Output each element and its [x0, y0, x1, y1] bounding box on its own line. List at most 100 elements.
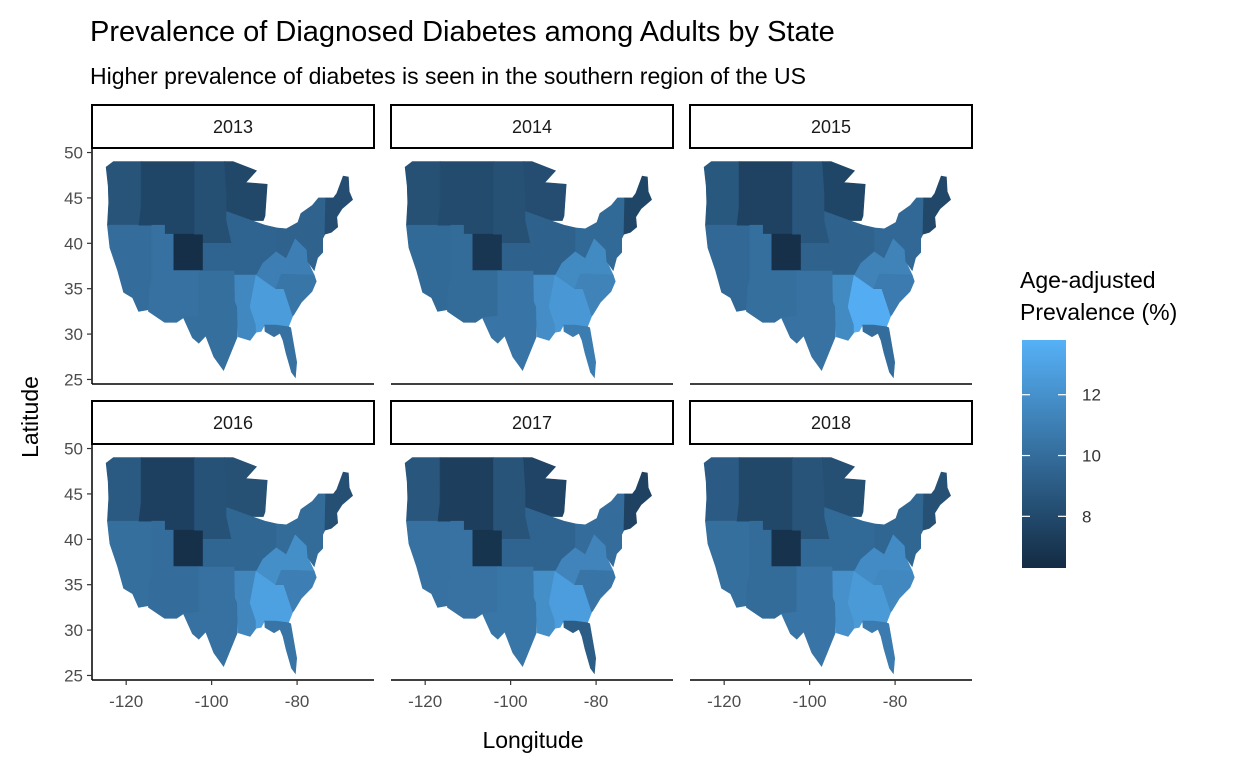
- y-tick-label: 25: [64, 666, 83, 685]
- facet-strip-2014: [390, 104, 674, 149]
- region-mid-atlantic-2014: Mid-Atlantic: 9.8: [575, 197, 626, 272]
- facet-label-2016: 2016: [213, 413, 253, 433]
- map-2018: Pacific Northwest: 9California/Nevada: 1…: [703, 457, 951, 675]
- region-mountain-north-2017: Mountain North: 7.4: [437, 457, 494, 531]
- region-colorado-2017: Colorado: 6.8: [471, 529, 503, 567]
- y-tick-label: 30: [64, 621, 83, 640]
- facet-panel-2015: 2015 Pacific Northwest: 8.8California/Nev…: [689, 104, 973, 385]
- region-pacific-northwest-2016: Pacific Northwest: 8.9: [105, 457, 142, 522]
- region-mid-atlantic-2018: Mid-Atlantic: 9.6: [874, 493, 925, 568]
- region-colorado-2018: Colorado: 6.7: [770, 529, 802, 567]
- region-new-england-2016: New England: 8.3: [324, 471, 353, 531]
- region-california-nevada-2014: California/Nevada: 9.8: [406, 224, 452, 312]
- region-southeast-coast-2013: Southeast Coast: 10.5: [275, 273, 317, 317]
- region-mid-atlantic-2016: Mid-Atlantic: 9.9: [276, 493, 327, 568]
- y-tick-label: 35: [64, 576, 83, 595]
- region-mid-atlantic-2017: Mid-Atlantic: 10: [575, 493, 626, 568]
- region-southeast-coast-2017: Southeast Coast: 10.4: [574, 569, 616, 613]
- legend-tick-label: 12: [1082, 386, 1101, 405]
- x-tick-label: -120: [408, 692, 442, 711]
- facet-label-2015: 2015: [811, 117, 851, 137]
- map-2017: Pacific Northwest: 8.7California/Nevada:…: [404, 457, 652, 675]
- x-tick-label: -100: [494, 692, 528, 711]
- facet-label-2013: 2013: [213, 117, 253, 137]
- facet-panel-2017: 2017 Pacific Northwest: 8.7California/Nev…: [390, 400, 674, 711]
- region-california-nevada-2018: California/Nevada: 10.1: [705, 520, 751, 608]
- x-tick-label: -120: [109, 692, 143, 711]
- region-mountain-north-2018: Mountain North: 7.9: [736, 457, 793, 531]
- y-tick-label: 45: [64, 485, 83, 504]
- region-california-nevada-2015: California/Nevada: 9.7: [705, 224, 751, 312]
- region-southeast-coast-2018: Southeast Coast: 11.5: [873, 569, 915, 613]
- y-axis-title: Latitude: [17, 376, 43, 458]
- chart-title: Prevalence of Diagnosed Diabetes among A…: [90, 16, 835, 48]
- region-pacific-northwest-2014: Pacific Northwest: 8.4: [404, 161, 441, 226]
- x-tick-label: -80: [584, 692, 609, 711]
- x-axis-title: Longitude: [482, 727, 583, 753]
- region-california-nevada-2013: California/Nevada: 10: [107, 224, 153, 312]
- region-colorado-2014: Colorado: 6.9: [471, 233, 503, 271]
- legend-ticks: 8 10 12: [1022, 386, 1101, 526]
- y-tick-label: 50: [64, 440, 83, 459]
- region-pacific-northwest-2018: Pacific Northwest: 9: [703, 457, 740, 522]
- facet-panel-2016: 2016 Pacific Northwest: 8.9California/Nev…: [64, 400, 375, 711]
- region-new-england-2015: New England: 7.9: [922, 175, 951, 235]
- facet-label-2017: 2017: [512, 413, 552, 433]
- region-california-nevada-2016: California/Nevada: 10.1: [107, 520, 153, 608]
- facet-panel-2018: 2018 Pacific Northwest: 9California/Nevad…: [689, 400, 973, 711]
- region-upper-midwest-2015: Upper Midwest: 7.8: [822, 161, 866, 221]
- facet-label-2014: 2014: [512, 117, 552, 137]
- y-tick-label: 50: [64, 144, 83, 163]
- region-new-england-2018: New England: 8.4: [922, 471, 951, 531]
- region-new-england-2017: New England: 7.6: [623, 471, 652, 531]
- y-tick-label: 40: [64, 234, 83, 253]
- x-tick-label: -120: [707, 692, 741, 711]
- region-new-england-2013: New England: 8.2: [324, 175, 353, 235]
- y-tick-label: 25: [64, 370, 83, 389]
- region-florida-2013: Florida: 10.2: [264, 324, 298, 379]
- x-tick-label: -100: [793, 692, 827, 711]
- region-colorado-2013: Colorado: 6.5: [172, 233, 204, 271]
- facet-panel-2014: 2014 Pacific Northwest: 8.4California/Nev…: [390, 104, 674, 385]
- region-mid-atlantic-2015: Mid-Atlantic: 9.7: [874, 197, 925, 272]
- y-tick-label: 45: [64, 189, 83, 208]
- legend-tick-label: 10: [1082, 447, 1101, 466]
- region-upper-midwest-2017: Upper Midwest: 7.7: [523, 457, 567, 517]
- region-southeast-coast-2016: Southeast Coast: 11: [275, 569, 317, 613]
- map-2016: Pacific Northwest: 8.9California/Nevada:…: [105, 457, 353, 675]
- region-mountain-north-2013: Mountain North: 7.8: [138, 161, 195, 235]
- x-tick-label: -80: [883, 692, 908, 711]
- map-2015: Pacific Northwest: 8.8California/Nevada:…: [703, 161, 951, 379]
- legend-title-line-2: Prevalence (%): [1020, 299, 1177, 325]
- region-florida-2017: Florida: 9.1: [563, 620, 597, 675]
- region-pacific-northwest-2017: Pacific Northwest: 8.7: [404, 457, 441, 522]
- region-new-england-2014: New England: 7.8: [623, 175, 652, 235]
- region-mountain-north-2015: Mountain North: 7.6: [736, 161, 793, 235]
- facet-strip-2017: [390, 400, 674, 445]
- facet-panels: 2013 Pacific Northwest: 8.6California/Nev…: [64, 104, 973, 711]
- region-florida-2015: Florida: 10: [862, 324, 896, 379]
- region-mountain-north-2016: Mountain North: 7.5: [138, 457, 195, 531]
- chart-subtitle: Higher prevalence of diabetes is seen in…: [90, 63, 806, 89]
- region-upper-midwest-2018: Upper Midwest: 8.3: [822, 457, 866, 517]
- y-tick-label: 35: [64, 280, 83, 299]
- region-california-nevada-2017: California/Nevada: 10.2: [406, 520, 452, 608]
- region-upper-midwest-2013: Upper Midwest: 7.9: [224, 161, 268, 221]
- facet-strip-2015: [689, 104, 973, 149]
- legend-title-line-1: Age-adjusted: [1020, 267, 1156, 293]
- facet-strip-2018: [689, 400, 973, 445]
- facet-strip-2016: [91, 400, 375, 445]
- region-colorado-2016: Colorado: 6.6: [172, 529, 204, 567]
- facet-panel-2013: 2013 Pacific Northwest: 8.6California/Nev…: [64, 104, 375, 389]
- region-mountain-north-2014: Mountain North: 8.1: [437, 161, 494, 235]
- x-tick-label: -100: [195, 692, 229, 711]
- region-southeast-coast-2015: Southeast Coast: 10.8: [873, 273, 915, 317]
- facet-strip-2013: [91, 104, 375, 149]
- region-florida-2014: Florida: 10.9: [563, 324, 597, 379]
- map-2013: Pacific Northwest: 8.6California/Nevada:…: [105, 161, 353, 379]
- legend-tick-label: 8: [1082, 507, 1091, 526]
- x-tick-label: -80: [285, 692, 310, 711]
- facet-label-2018: 2018: [811, 413, 851, 433]
- region-pacific-northwest-2015: Pacific Northwest: 8.8: [703, 161, 740, 226]
